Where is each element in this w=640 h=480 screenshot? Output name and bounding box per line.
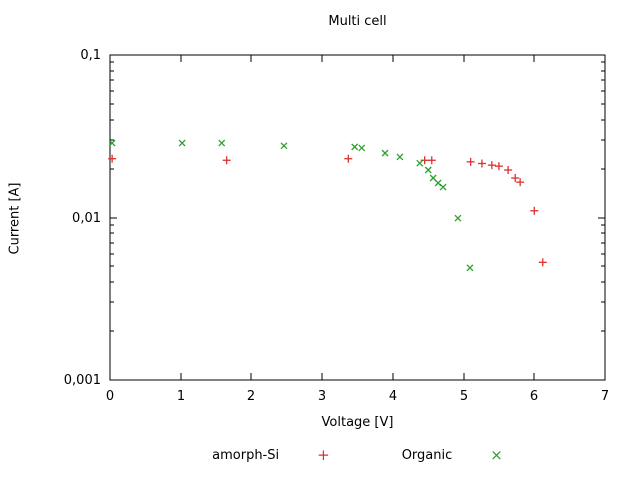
data-point	[396, 153, 404, 161]
data-point	[108, 139, 116, 147]
x-tick-label: 7	[601, 389, 609, 404]
x-tick-label: 4	[389, 389, 397, 404]
plus-marker-icon: +	[317, 446, 330, 464]
data-point	[222, 156, 231, 165]
data-point	[454, 214, 462, 222]
data-point	[416, 159, 424, 167]
x-tick-label: 6	[530, 389, 538, 404]
data-point	[530, 206, 539, 215]
data-point	[427, 156, 436, 165]
data-point	[511, 174, 520, 183]
data-point	[434, 179, 442, 187]
cross-marker-icon: ×	[490, 446, 503, 464]
chart-title: Multi cell	[328, 14, 387, 29]
x-tick-label: 3	[318, 389, 326, 404]
data-point	[538, 258, 547, 267]
legend-item-organic: Organic ×	[401, 446, 503, 464]
series-organic	[108, 139, 474, 272]
data-point	[504, 166, 513, 175]
legend-label-organic: Organic	[401, 448, 453, 463]
data-point	[218, 139, 226, 147]
x-tick-label: 1	[177, 389, 185, 404]
plot-border	[109, 54, 606, 381]
data-point	[381, 149, 389, 157]
data-point	[178, 139, 186, 147]
y-tick-label: 0,001	[64, 373, 101, 388]
data-point	[516, 178, 525, 187]
y-tick-label: 0,01	[72, 211, 101, 226]
legend-label-amorph-si: amorph-Si	[212, 448, 280, 463]
y-tick-label: 0,1	[80, 48, 101, 63]
x-axis-label: Voltage [V]	[321, 415, 394, 430]
data-point	[424, 166, 432, 174]
data-point	[487, 161, 496, 170]
data-point	[358, 144, 366, 152]
data-point	[466, 264, 474, 272]
data-point	[494, 162, 503, 171]
x-tick-label: 5	[460, 389, 468, 404]
data-point	[344, 154, 353, 163]
x-tick-label: 0	[106, 389, 114, 404]
data-point	[477, 159, 486, 168]
data-point	[280, 142, 288, 150]
x-tick-label: 2	[247, 389, 255, 404]
data-point	[439, 183, 447, 191]
data-point	[466, 157, 475, 166]
data-point	[108, 154, 117, 163]
legend: amorph-Si + Organic ×	[110, 446, 605, 464]
series-amorph-si	[108, 154, 547, 267]
data-point	[351, 143, 359, 151]
legend-item-amorph-si: amorph-Si +	[212, 446, 330, 464]
